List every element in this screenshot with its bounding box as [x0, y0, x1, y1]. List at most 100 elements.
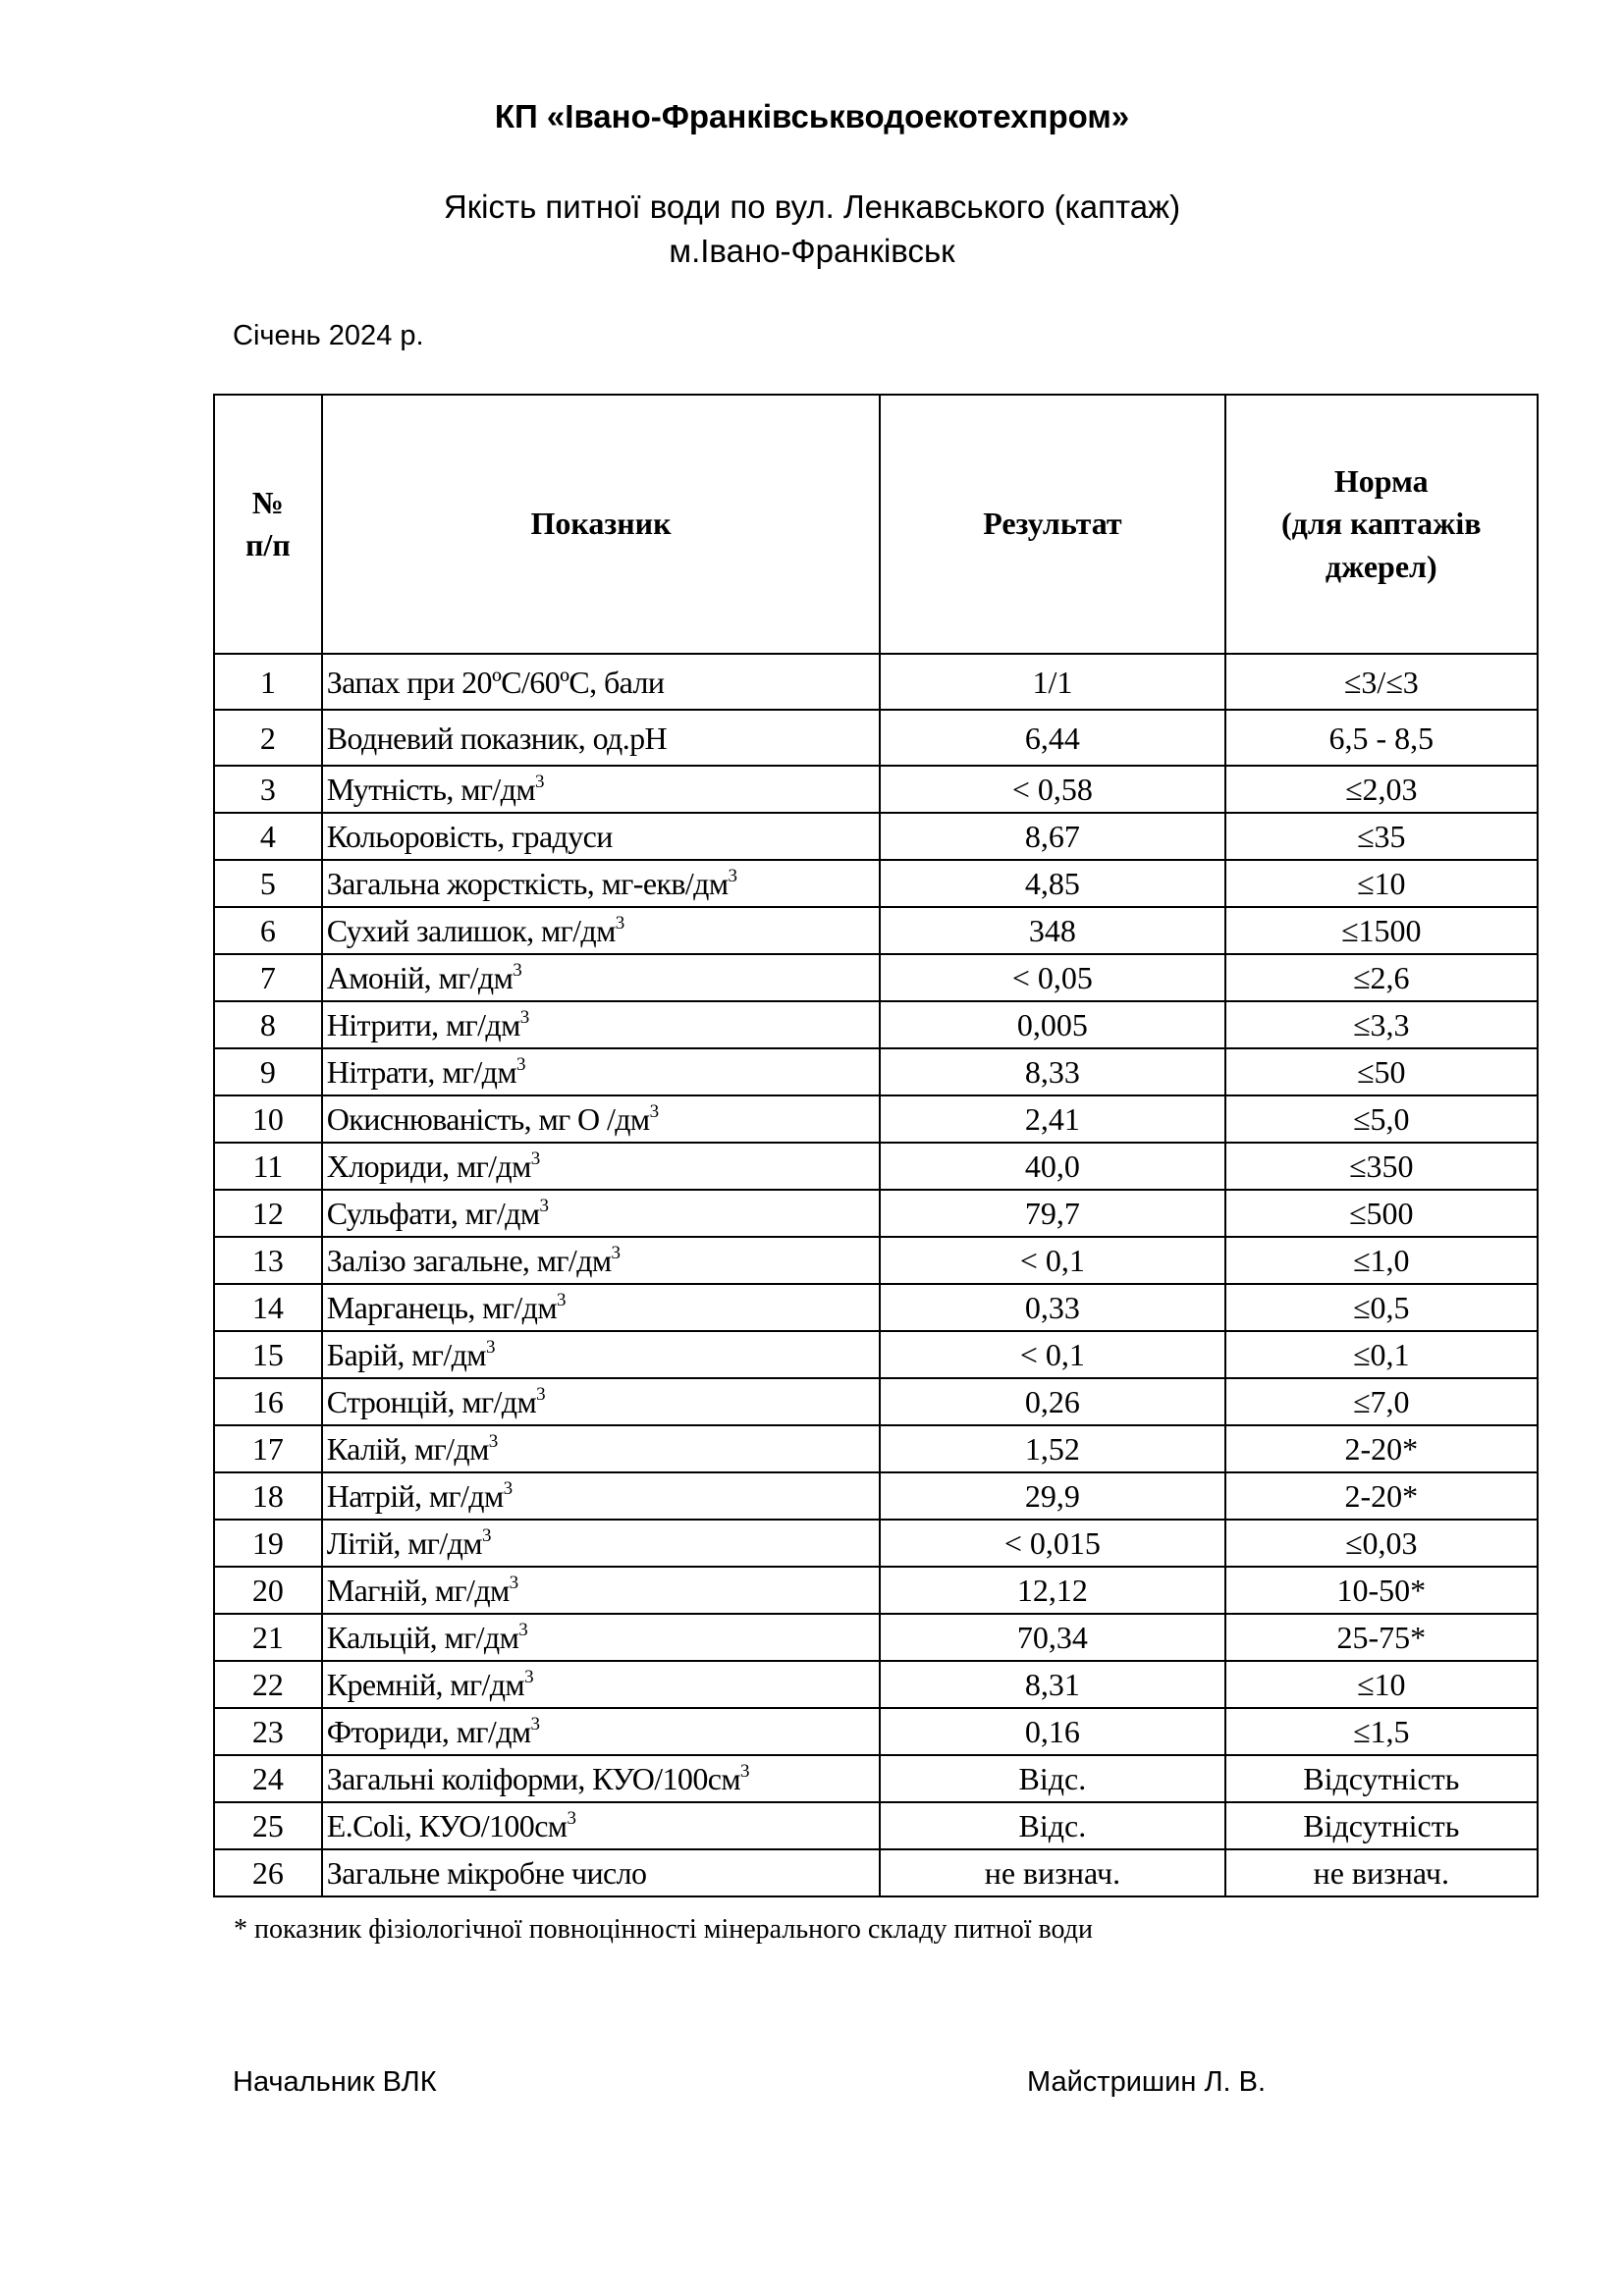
row-number: 4	[213, 812, 323, 861]
row-number: 5	[213, 859, 323, 908]
indicator-label: Марганець, мг/дм	[326, 1290, 558, 1325]
report-date: Січень 2024 р.	[233, 320, 424, 351]
row-number: 7	[213, 953, 323, 1002]
indicator-label: Сухий залишок, мг/дм	[326, 913, 617, 948]
result-cell: 8,67	[879, 812, 1226, 861]
result-cell: 12,12	[879, 1566, 1226, 1615]
indicator-cell: Сухий залишок, мг/дм3	[320, 906, 882, 955]
indicator-label: Нітрати, мг/дм	[326, 1054, 517, 1090]
table-row: 6 Сухий залишок, мг/дм3 348 ≤1500	[213, 906, 1540, 955]
indicator-label: Залізо загальне, мг/дм	[326, 1243, 612, 1278]
unit-superscript: 3	[481, 1525, 492, 1546]
indicator-label: Кремній, мг/дм	[326, 1667, 525, 1702]
table-row: 21 Кальцій, мг/дм3 70,34 25-75*	[213, 1613, 1540, 1662]
norm-cell: ≤10	[1223, 859, 1540, 908]
unit-superscript: 3	[611, 1243, 622, 1263]
table-header-row: № п/п Показник Результат Норма (для каптаж…	[213, 394, 1540, 655]
result-cell: 8,31	[879, 1660, 1226, 1709]
table-row: 18 Натрій, мг/дм3 29,9 2-20*	[213, 1471, 1540, 1521]
norm-cell: ≤3/≤3	[1223, 653, 1540, 711]
indicator-cell: Загальна жорсткість, мг-екв/дм3	[320, 859, 882, 908]
table-row: 15 Барій, мг/дм3 < 0,1 ≤0,1	[213, 1330, 1540, 1379]
table-row: 20 Магній, мг/дм3 12,12 10-50*	[213, 1566, 1540, 1615]
result-cell: 79,7	[879, 1189, 1226, 1238]
row-number: 11	[213, 1142, 323, 1191]
indicator-cell: Мутність, мг/дм3	[320, 765, 882, 814]
unit-superscript: 3	[530, 1148, 541, 1169]
row-number: 9	[213, 1047, 323, 1096]
unit-superscript: 3	[739, 1761, 750, 1782]
table-row: 13 Залізо загальне, мг/дм3 < 0,1 ≤1,0	[213, 1236, 1540, 1285]
table-row: 8 Нітрити, мг/дм3 0,005 ≤3,3	[213, 1000, 1540, 1049]
indicator-cell: Окиснюваність, мг О /дм3	[320, 1095, 882, 1144]
organization-title: КП «Івано-Франківськводоекотехпром»	[494, 98, 1130, 134]
indicator-cell: Калій, мг/дм3	[320, 1424, 882, 1473]
table-row: 9 Нітрати, мг/дм3 8,33 ≤50	[213, 1047, 1540, 1096]
norm-cell: ≤2,03	[1223, 765, 1540, 814]
norm-cell: ≤5,0	[1223, 1095, 1540, 1144]
result-cell: 29,9	[879, 1471, 1226, 1521]
unit-superscript: 3	[539, 1196, 549, 1216]
table-row: 22 Кремній, мг/дм3 8,31 ≤10	[213, 1660, 1540, 1709]
row-number: 25	[213, 1801, 323, 1850]
result-cell: 70,34	[879, 1613, 1226, 1662]
result-cell: < 0,58	[879, 765, 1226, 814]
row-number: 23	[213, 1707, 323, 1756]
indicator-label: Фториди, мг/дм	[326, 1714, 531, 1749]
result-cell: Відс.	[879, 1754, 1226, 1803]
indicator-cell: Сульфати, мг/дм3	[320, 1189, 882, 1238]
norm-cell: ≤350	[1223, 1142, 1540, 1191]
result-cell: 0,005	[879, 1000, 1226, 1049]
unit-superscript: 3	[518, 1620, 528, 1640]
norm-cell: ≤10	[1223, 1660, 1540, 1709]
indicator-cell: Запах при 20ºС/60ºС, бали	[320, 653, 882, 711]
footnote: * показник фізіологічної повноцінності м…	[234, 1914, 1093, 1945]
table-row: 19 Літій, мг/дм3 < 0,015 ≤0,03	[213, 1519, 1540, 1568]
norm-cell: ≤500	[1223, 1189, 1540, 1238]
column-header-number: № п/п	[213, 394, 323, 655]
indicator-label: Магній, мг/дм	[326, 1573, 511, 1608]
indicator-label: Хлориди, мг/дм	[326, 1148, 532, 1184]
unit-superscript: 3	[649, 1101, 660, 1122]
row-number: 15	[213, 1330, 323, 1379]
norm-cell: ≤7,0	[1223, 1377, 1540, 1426]
result-cell: 8,33	[879, 1047, 1226, 1096]
indicator-cell: Кремній, мг/дм3	[320, 1660, 882, 1709]
unit-superscript: 3	[519, 1007, 530, 1028]
indicator-label: Кольоровість, градуси	[326, 819, 614, 854]
indicator-cell: E.Coli, КУО/100см3	[320, 1801, 882, 1850]
norm-cell: ≤0,1	[1223, 1330, 1540, 1379]
row-number: 20	[213, 1566, 323, 1615]
indicator-cell: Нітрати, мг/дм3	[320, 1047, 882, 1096]
indicator-label: Мутність, мг/дм	[326, 772, 536, 807]
norm-cell: ≤50	[1223, 1047, 1540, 1096]
indicator-cell: Магній, мг/дм3	[320, 1566, 882, 1615]
row-number: 2	[213, 709, 323, 767]
unit-superscript: 3	[530, 1714, 541, 1735]
indicator-label: Кальцій, мг/дм	[326, 1620, 519, 1655]
row-number: 12	[213, 1189, 323, 1238]
result-cell: 4,85	[879, 859, 1226, 908]
indicator-cell: Загальне мікробне число	[320, 1848, 882, 1897]
norm-cell: Відсутність	[1223, 1754, 1540, 1803]
row-number: 16	[213, 1377, 323, 1426]
document-city: м.Івано-Франківськ	[669, 233, 955, 269]
row-number: 8	[213, 1000, 323, 1049]
unit-superscript: 3	[488, 1431, 499, 1452]
norm-cell: 10-50*	[1223, 1566, 1540, 1615]
unit-superscript: 3	[516, 1054, 526, 1075]
column-header-result: Результат	[879, 394, 1226, 655]
norm-cell: ≤2,6	[1223, 953, 1540, 1002]
unit-superscript: 3	[485, 1337, 496, 1358]
table-row: 3 Мутність, мг/дм3 < 0,58 ≤2,03	[213, 765, 1540, 814]
indicator-cell: Барій, мг/дм3	[320, 1330, 882, 1379]
table-row: 7 Амоній, мг/дм3 < 0,05 ≤2,6	[213, 953, 1540, 1002]
norm-cell: 25-75*	[1223, 1613, 1540, 1662]
table-row: 24 Загальні коліформи, КУО/100см3 Відс. Від…	[213, 1754, 1540, 1803]
indicator-cell: Кольоровість, градуси	[320, 812, 882, 861]
indicator-label: E.Coli, КУО/100см	[326, 1808, 568, 1843]
indicator-cell: Марганець, мг/дм3	[320, 1283, 882, 1332]
document-subtitle: Якість питної води по вул. Ленкавського …	[443, 188, 1181, 225]
column-header-norm: Норма (для каптажів джерел)	[1223, 394, 1540, 655]
table-row: 26 Загальне мікробне число не визнач. не ви…	[213, 1848, 1540, 1897]
